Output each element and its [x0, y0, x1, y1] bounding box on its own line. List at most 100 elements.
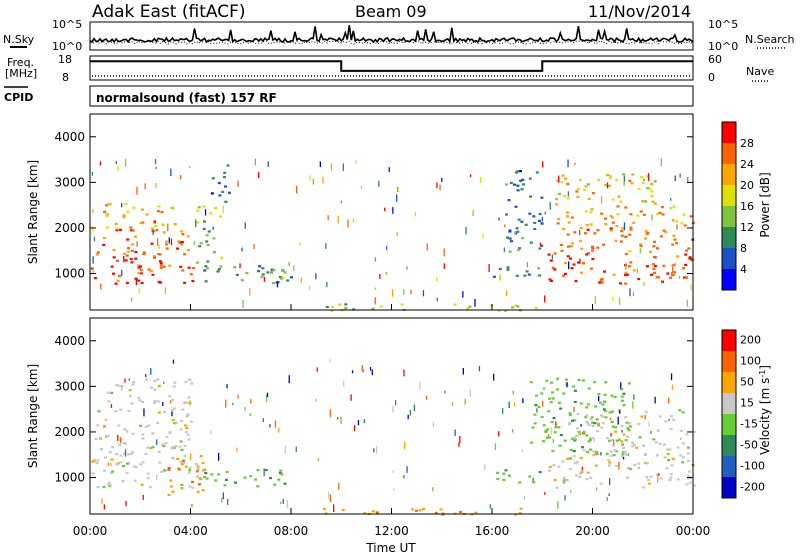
heatmap-cell [224, 478, 228, 481]
heatmap-cell [535, 394, 538, 397]
heatmap-cell [130, 261, 134, 264]
heatmap-cell [529, 195, 533, 198]
heatmap-cell [676, 224, 678, 230]
heatmap-cell [623, 180, 625, 186]
heatmap-cell [224, 185, 227, 188]
heatmap-cell [646, 175, 650, 178]
colorbar-swatch [722, 393, 736, 414]
heatmap-cell [589, 418, 593, 421]
heatmap-cell [333, 504, 335, 513]
heatmap-cell [351, 370, 354, 374]
noise-tick-left-bottom: 10^0 [52, 40, 82, 53]
heatmap-cell [134, 257, 138, 260]
colorbar-swatch [722, 122, 736, 143]
heatmap-cell [603, 400, 607, 403]
heatmap-cell [624, 273, 627, 276]
heatmap-cell [542, 387, 546, 390]
heatmap-cell [180, 241, 184, 244]
heatmap-cell [655, 276, 659, 279]
heatmap-cell [606, 497, 608, 501]
heatmap-cell [620, 234, 624, 237]
heatmap-cell [573, 419, 577, 422]
heatmap-cell [91, 460, 95, 463]
heatmap-cell [319, 161, 321, 168]
heatmap-cell [572, 455, 576, 458]
heatmap-cell [562, 227, 566, 230]
heatmap-cell [122, 216, 126, 219]
heatmap-cell [152, 255, 156, 258]
heatmap-cell [171, 419, 175, 422]
velocity-colorbar: 200 100 50 15 -15 -50 -100 -200 [721, 329, 765, 499]
heatmap-cell [121, 384, 123, 391]
heatmap-cell [566, 197, 570, 200]
heatmap-cell [202, 227, 206, 230]
heatmap-cell [284, 445, 286, 454]
heatmap-cell [571, 385, 575, 388]
heatmap-cell [112, 256, 116, 259]
heatmap-cell [558, 175, 560, 183]
heatmap-cell [542, 424, 546, 427]
heatmap-cell [591, 437, 595, 440]
heatmap-cell [123, 256, 125, 263]
heatmap-cell [266, 271, 270, 274]
colorbar-tick-label: 200 [740, 334, 761, 347]
heatmap-cell [686, 459, 690, 462]
heatmap-cell [670, 198, 672, 201]
heatmap-cell [520, 188, 524, 191]
heatmap-cell [606, 182, 609, 189]
heatmap-cell [119, 438, 123, 441]
heatmap-cell [199, 477, 203, 480]
heatmap-cell [587, 440, 591, 443]
heatmap-cell [125, 281, 129, 284]
heatmap-cell [496, 477, 500, 480]
heatmap-cell [641, 182, 645, 185]
heatmap-cell [664, 230, 668, 234]
heatmap-cell [203, 476, 206, 479]
heatmap-cell [199, 455, 203, 458]
heatmap-cell [329, 359, 331, 363]
heatmap-cell [167, 493, 171, 496]
y-tick-label: 4000 [54, 334, 85, 348]
heatmap-cell [551, 254, 553, 260]
heatmap-cell [180, 487, 184, 490]
heatmap-cell [559, 407, 563, 410]
heatmap-cell [92, 208, 94, 214]
x-tick-label: 12:00 [374, 524, 409, 538]
heatmap-cell [591, 421, 594, 424]
heatmap-cell [156, 474, 158, 481]
heatmap-cell [652, 267, 656, 270]
heatmap-cell [616, 213, 620, 216]
heatmap-cell [538, 219, 541, 222]
heatmap-cell [130, 249, 134, 252]
heatmap-cell [609, 175, 612, 178]
heatmap-cell [685, 249, 689, 252]
heatmap-cell [237, 394, 239, 399]
heatmap-cell [625, 421, 629, 424]
heatmap-cell [534, 404, 538, 407]
heatmap-cell [286, 279, 290, 282]
heatmap-cell [589, 210, 593, 214]
heatmap-cell [184, 430, 188, 434]
heatmap-cell [564, 272, 567, 275]
heatmap-cell [584, 416, 588, 419]
heatmap-cell [656, 429, 660, 432]
heatmap-cell [223, 171, 227, 174]
heatmap-cell [519, 179, 523, 182]
heatmap-cell [277, 478, 281, 481]
heatmap-cell [103, 456, 107, 459]
heatmap-cell [347, 219, 349, 228]
colorbar-swatch [722, 248, 736, 269]
heatmap-cell [668, 479, 672, 482]
heatmap-cell [508, 237, 512, 240]
heatmap-cell [137, 271, 141, 274]
heatmap-cell [436, 182, 438, 189]
noise-tick-right-top: 10^5 [708, 18, 738, 31]
heatmap-cell [371, 510, 375, 513]
heatmap-cell [594, 453, 598, 456]
heatmap-cell [392, 207, 394, 214]
heatmap-cell [620, 425, 624, 428]
heatmap-cell [515, 274, 519, 277]
heatmap-cell [330, 309, 334, 313]
heatmap-cell [613, 439, 615, 445]
heatmap-cell [583, 188, 587, 191]
